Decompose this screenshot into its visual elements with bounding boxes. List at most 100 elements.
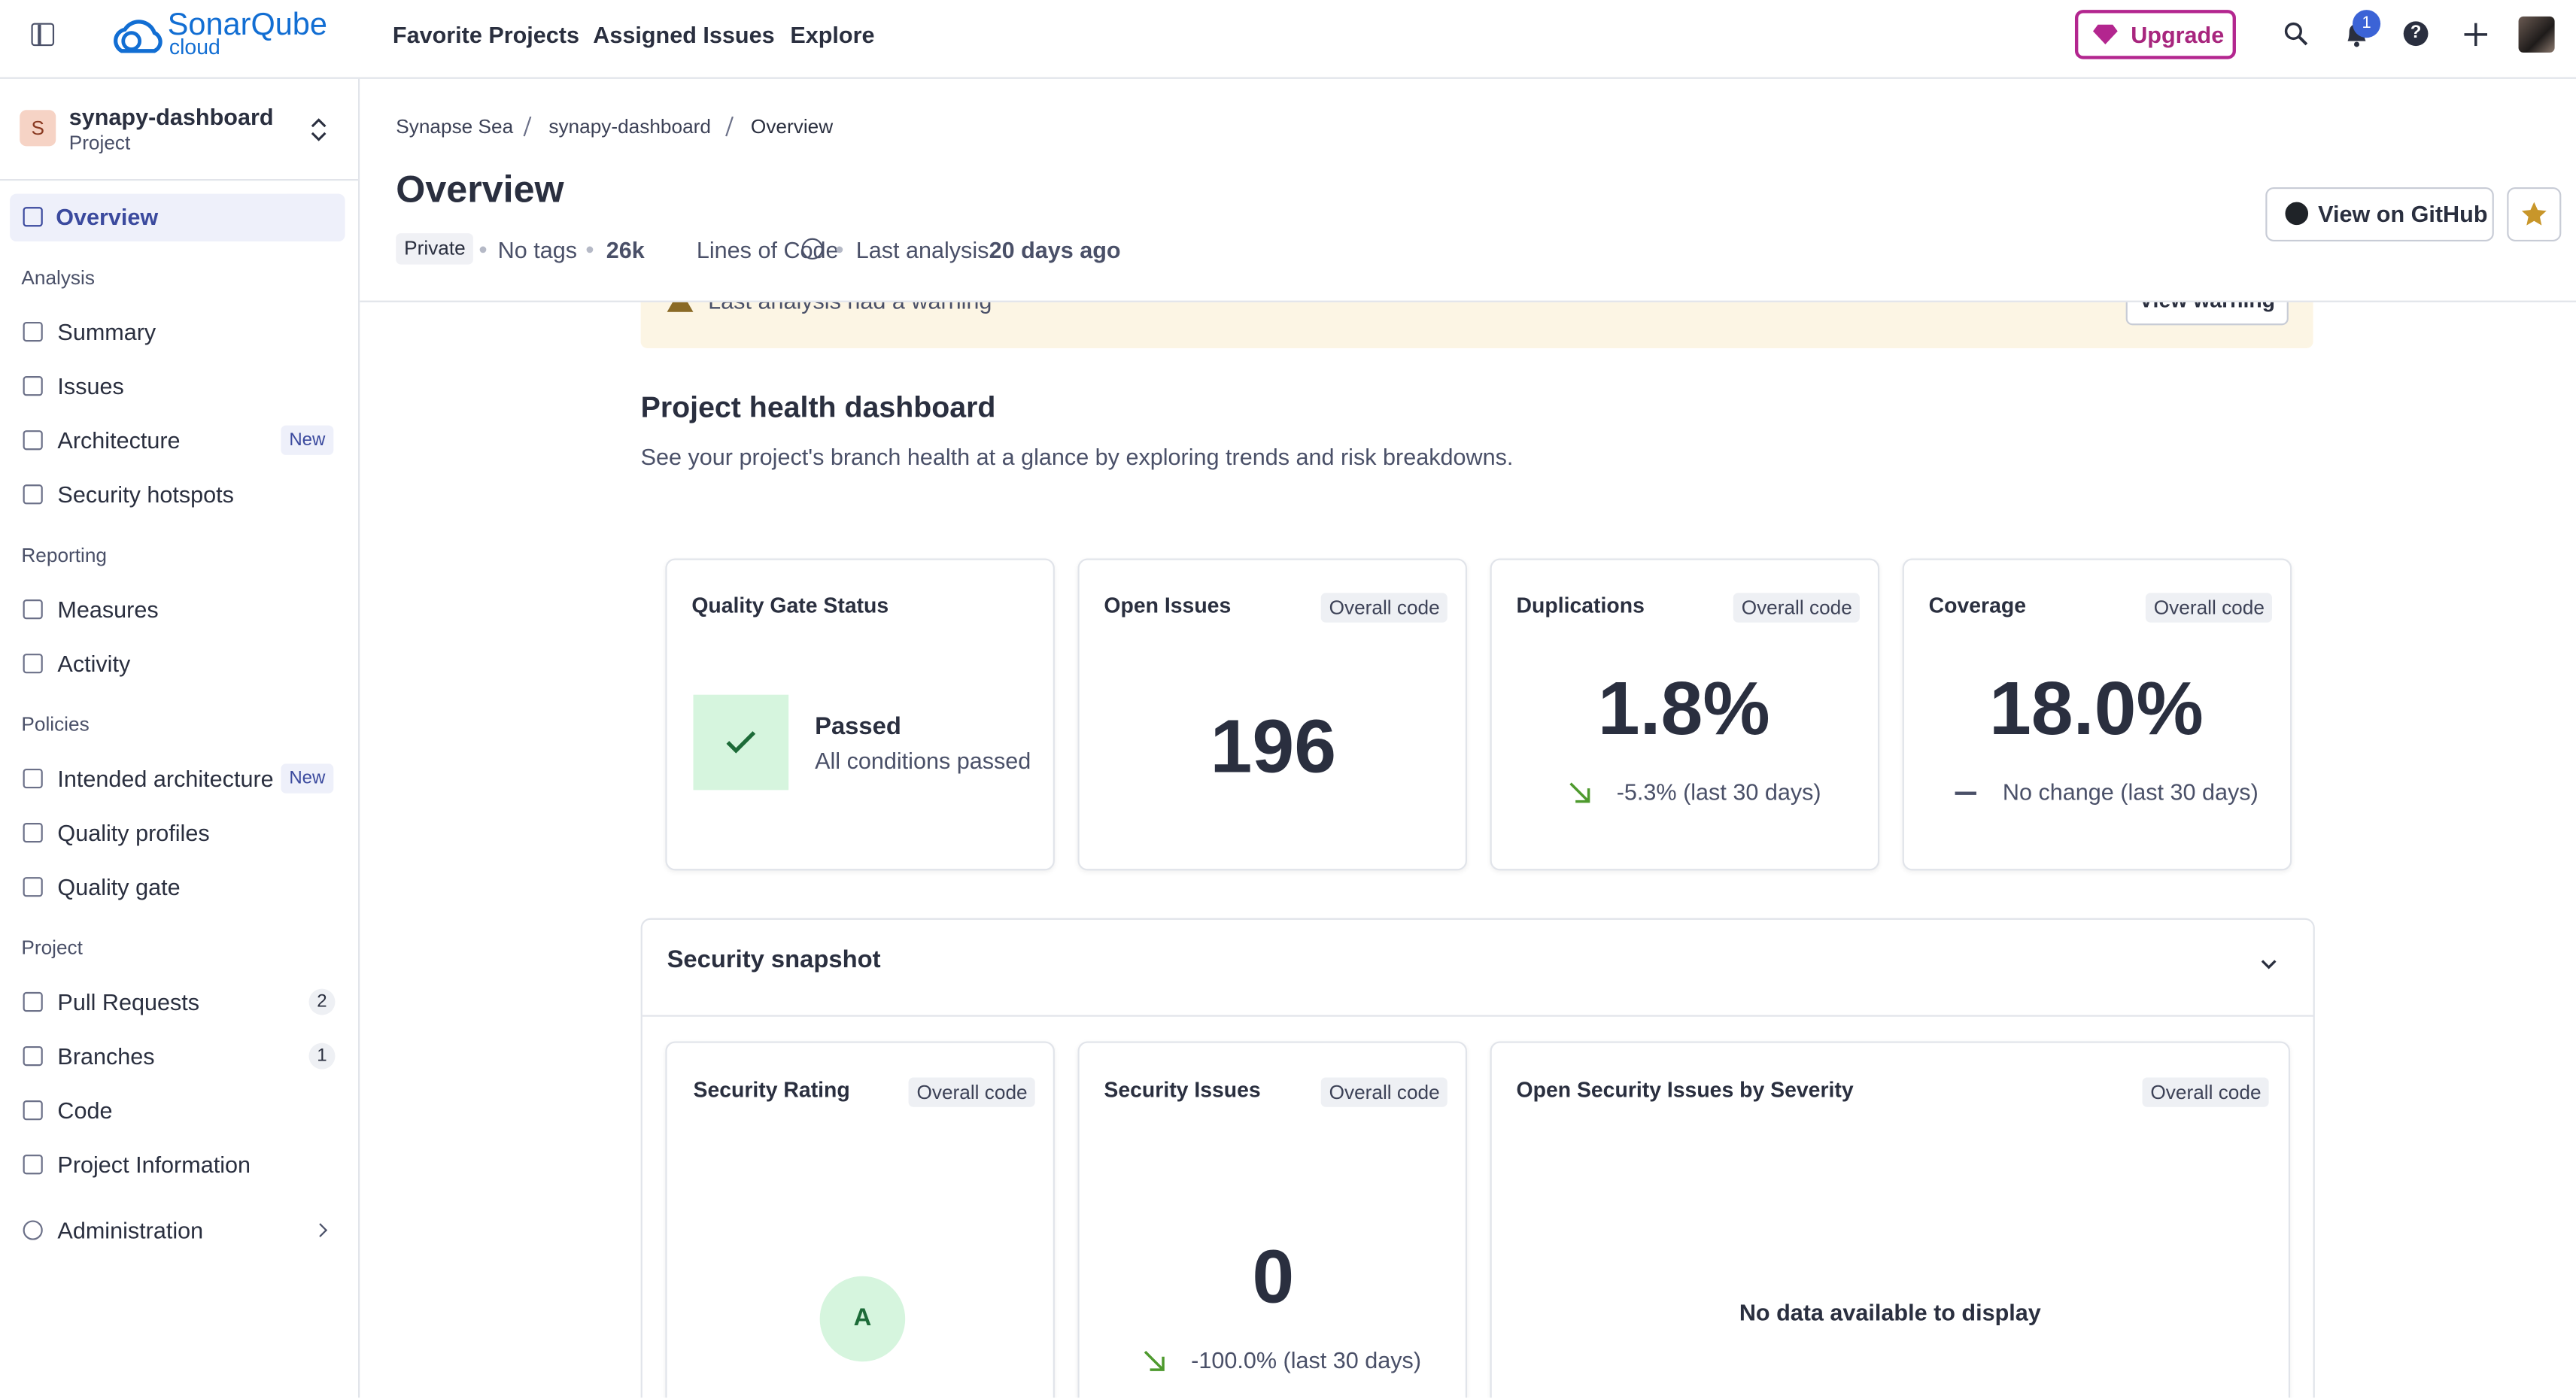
section-description: See your project's branch health at a gl…	[640, 443, 1514, 470]
plus-icon[interactable]	[2464, 23, 2488, 47]
nav-icon	[23, 430, 43, 451]
logo[interactable]: SonarQube	[167, 8, 327, 43]
collapse-chevron[interactable]	[2261, 959, 2277, 970]
last-analysis: 20 days ago	[989, 236, 1121, 263]
notification-badge: 1	[2353, 10, 2381, 38]
favorite-button[interactable]	[2507, 187, 2562, 241]
nav-icon	[23, 321, 43, 342]
nav-label[interactable]: Administration	[57, 1217, 204, 1244]
nav-icon	[23, 376, 43, 396]
nav-icon	[23, 991, 43, 1012]
section-title: Project health dashboard	[640, 390, 996, 424]
nav-label[interactable]: Code	[57, 1097, 113, 1124]
upgrade-button[interactable]: Upgrade	[2074, 10, 2236, 59]
project-switch[interactable]	[311, 117, 327, 143]
new-badge: New	[281, 425, 334, 455]
trend-text: No change (last 30 days)	[2002, 778, 2259, 805]
nav-link[interactable]: Favorite Projects	[392, 21, 579, 48]
avatar[interactable]	[2518, 16, 2555, 53]
nav-icon	[23, 768, 43, 789]
divider	[0, 179, 359, 181]
nav-link[interactable]: Explore	[790, 21, 875, 48]
metric-card: Coverage Overall code 18.0% No change (l…	[1902, 558, 2292, 871]
nav-label[interactable]: Issues	[57, 372, 124, 399]
metric-card: Open Issues Overall code 196	[1077, 558, 1468, 871]
trend-text: -5.3% (last 30 days)	[1616, 778, 1821, 805]
nav-icon	[23, 599, 43, 620]
dot	[586, 246, 594, 253]
nav-label[interactable]: Security hotspots	[57, 481, 234, 508]
nav-label[interactable]: Summary	[57, 318, 156, 345]
nav-label[interactable]: Architecture	[57, 426, 181, 454]
quality-gate-card: Quality Gate Status Passed All condition…	[665, 558, 1055, 871]
nav-item-active[interactable]: Overview	[10, 193, 345, 241]
logo-sub: cloud	[169, 34, 220, 59]
breadcrumb[interactable]: synapy-dashboard	[548, 114, 711, 138]
card-title: Security Rating	[693, 1077, 850, 1103]
nav-label[interactable]: Branches	[57, 1042, 155, 1070]
nav-label[interactable]: Pull Requests	[57, 988, 200, 1015]
dot	[479, 246, 487, 253]
chevron	[313, 1223, 328, 1237]
scope-chip: Overall code	[1320, 1077, 1448, 1107]
metric-value[interactable]: 18.0%	[1988, 665, 2204, 751]
loc-value: 26k	[606, 236, 645, 263]
github-button[interactable]: View on GitHub	[2265, 187, 2494, 241]
divider	[642, 1015, 2313, 1017]
card-title: Security Issues	[1104, 1077, 1261, 1103]
breadcrumb[interactable]: Synapse Sea	[396, 114, 514, 138]
breadcrumb: Overview	[750, 114, 834, 138]
nav-icon	[23, 1100, 43, 1121]
nav-label[interactable]: Quality profiles	[57, 819, 210, 846]
metric-value[interactable]: 0	[1252, 1233, 1295, 1319]
nav-label[interactable]: Quality gate	[57, 873, 181, 900]
new-badge: New	[281, 763, 334, 794]
metric-value[interactable]: 196	[1210, 703, 1337, 789]
sidebar: S synapy-dashboard Project Overview Anal…	[0, 77, 360, 1398]
last-analysis-label: Last analysis	[855, 236, 989, 263]
scope-chip: Overall code	[2145, 593, 2273, 623]
gem-icon	[2092, 24, 2118, 44]
nav-label[interactable]: Project Information	[57, 1151, 251, 1178]
sidebar-toggle[interactable]	[31, 23, 55, 47]
status-icon	[693, 694, 789, 791]
github-label: View on GitHub	[2318, 200, 2488, 227]
tags: No tags	[497, 236, 578, 263]
nav-icon	[23, 1155, 43, 1175]
nav-icon	[23, 823, 43, 843]
github-icon	[2285, 202, 2309, 226]
breadcrumb-separator	[523, 117, 532, 137]
section-label: Analysis	[21, 266, 95, 290]
panel-title: Security snapshot	[667, 945, 881, 974]
scope-chip: Overall code	[1320, 593, 1448, 623]
search-icon[interactable]	[2283, 21, 2308, 46]
scope-chip: Overall code	[908, 1077, 1036, 1107]
metric-card: Security Rating Overall code A	[665, 1041, 1055, 1398]
nav-label[interactable]: Intended architecture	[57, 765, 274, 792]
metric-value[interactable]: 1.8%	[1597, 665, 1770, 751]
nav-icon	[23, 1220, 43, 1240]
info-icon[interactable]	[801, 238, 824, 260]
count-badge: 1	[308, 1042, 336, 1070]
card-title: Coverage	[1928, 593, 2027, 618]
nav-icon	[23, 654, 43, 674]
project-name[interactable]: synapy-dashboard	[68, 103, 274, 130]
nav-label[interactable]: Activity	[57, 650, 131, 677]
nav-label[interactable]: Measures	[57, 596, 159, 623]
project-avatar: S	[20, 110, 56, 147]
nav-link[interactable]: Assigned Issues	[593, 21, 775, 48]
nav-label: Overview	[56, 203, 159, 230]
nav-icon	[23, 877, 43, 897]
severity-card: Open Security Issues by Severity Overall…	[1490, 1041, 2291, 1398]
help-icon[interactable]: ?	[2403, 21, 2429, 47]
card-title: Duplications	[1516, 593, 1645, 618]
section-label: Project	[21, 936, 83, 960]
metric-card: Security Issues Overall code 0 -100.0% (…	[1077, 1041, 1468, 1398]
rating[interactable]: A	[819, 1276, 906, 1362]
page-title: Overview	[396, 167, 564, 211]
status: Passed	[815, 712, 901, 741]
nav-icon	[23, 484, 43, 505]
visibility-badge: Private	[396, 233, 474, 265]
